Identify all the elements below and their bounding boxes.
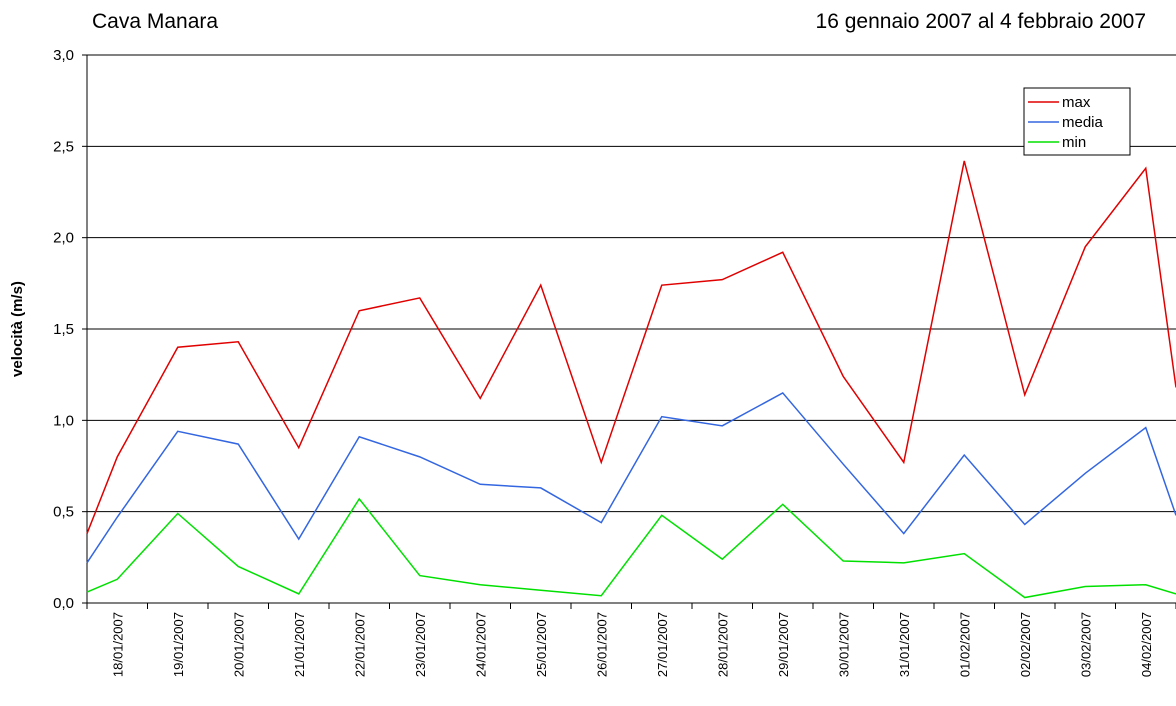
y-axis-label: velocità (m/s) — [9, 281, 26, 377]
chart-subtitle: 16 gennaio 2007 al 4 febbraio 2007 — [816, 10, 1146, 33]
x-tick-label: 24/01/2007 — [473, 612, 488, 677]
y-tick-label: 0,0 — [53, 595, 74, 612]
y-tick-label: 2,5 — [53, 138, 74, 155]
line-series — [86, 497, 1176, 599]
x-tick-label: 02/02/2007 — [1018, 612, 1033, 677]
x-tick-label: 27/01/2007 — [655, 612, 670, 677]
x-tick-label: 04/02/2007 — [1139, 612, 1154, 677]
x-tick-label: 23/01/2007 — [413, 612, 428, 677]
legend-label: min — [1062, 134, 1086, 151]
y-tick-label: 0,5 — [53, 504, 74, 521]
x-tick-label: 26/01/2007 — [594, 612, 609, 677]
y-tick-label: 3,0 — [53, 47, 74, 64]
legend-label: media — [1062, 114, 1104, 131]
x-tick-label: 29/01/2007 — [776, 612, 791, 677]
x-tick-label: 20/01/2007 — [231, 612, 246, 677]
x-tick-label: 21/01/2007 — [292, 612, 307, 677]
y-tick-label: 2,0 — [53, 230, 74, 247]
line-series — [86, 160, 1176, 534]
x-tick-label: 30/01/2007 — [836, 612, 851, 677]
x-tick-label: 03/02/2007 — [1078, 612, 1093, 677]
x-tick-label: 22/01/2007 — [352, 612, 367, 677]
x-tick-label: 01/02/2007 — [957, 612, 972, 677]
x-tick-label: 19/01/2007 — [171, 612, 186, 677]
x-tick-label: 25/01/2007 — [534, 612, 549, 677]
line-series — [86, 391, 1176, 564]
y-tick-label: 1,5 — [53, 321, 74, 338]
legend-label: max — [1062, 94, 1091, 111]
x-tick-label: 31/01/2007 — [897, 612, 912, 677]
x-tick-label: 28/01/2007 — [715, 612, 730, 677]
y-tick-label: 1,0 — [53, 412, 74, 429]
x-tick-label: 18/01/2007 — [110, 612, 125, 677]
chart-title: Cava Manara — [92, 10, 218, 33]
